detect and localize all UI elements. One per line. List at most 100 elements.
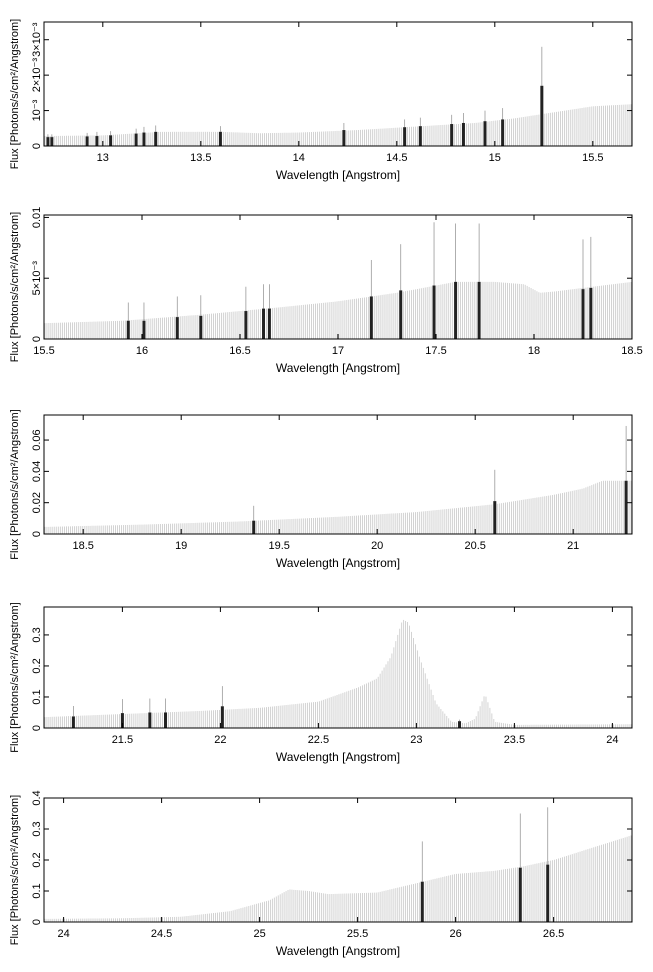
x-axis-label: Wavelength [Angstrom] (276, 168, 400, 182)
line-bar (175, 317, 179, 339)
x-tick-label: 14 (293, 152, 305, 164)
line-bar (120, 713, 124, 728)
line-bar (244, 311, 248, 339)
line-bar (134, 133, 138, 146)
x-tick-label: 15.5 (33, 345, 54, 357)
plot-frame (43, 414, 633, 535)
y-tick-label: 0.4 (31, 790, 43, 805)
x-tick-label: 22.5 (308, 734, 329, 746)
y-tick-label: 0 (31, 725, 43, 731)
line-bar (483, 121, 487, 146)
x-tick-label: 18.5 (621, 345, 642, 357)
line-bar (624, 480, 628, 534)
line-bar (154, 131, 158, 146)
plot-frame (43, 606, 633, 729)
line-bar (420, 881, 424, 922)
plot-frame (43, 214, 633, 340)
x-tick-label: 16 (136, 345, 148, 357)
y-axis-label: Flux [Photons/s/cm²/Angstrom] (9, 19, 21, 169)
x-tick-label: 20 (371, 540, 383, 552)
line-bar (85, 136, 89, 146)
line-bar (142, 132, 146, 146)
x-tick-label: 16.5 (229, 345, 250, 357)
y-tick-label: 0 (31, 143, 43, 149)
x-tick-label: 24 (606, 734, 618, 746)
line-bar (95, 136, 99, 146)
line-bar (403, 127, 407, 146)
x-tick-label: 22 (214, 734, 226, 746)
y-tick-label: 0 (31, 336, 43, 342)
line-bar (342, 130, 346, 146)
y-tick-label: 0.2 (31, 658, 43, 673)
y-tick-label: 0.3 (31, 821, 43, 836)
y-axis-label: Flux [Photons/s/cm²/Angstrom] (9, 409, 21, 559)
plot-frame (43, 21, 633, 147)
line-bar (164, 712, 168, 728)
x-tick-label: 25.5 (347, 928, 368, 940)
line-bar (109, 135, 113, 146)
y-tick-label: 0.01 (31, 207, 43, 228)
y-tick-label: 2×10⁻³ (31, 58, 43, 93)
x-tick-label: 21.5 (112, 734, 133, 746)
x-tick-label: 18.5 (72, 540, 93, 552)
line-bar (589, 287, 593, 339)
x-tick-label: 26 (449, 928, 461, 940)
y-axis-label: Flux [Photons/s/cm²/Angstrom] (9, 602, 21, 752)
line-bar (432, 285, 436, 339)
y-tick-label: 0 (31, 531, 43, 537)
x-axis-label: Wavelength [Angstrom] (276, 556, 400, 570)
y-tick-label: 0.06 (31, 429, 43, 450)
y-tick-label: 0 (31, 919, 43, 925)
y-tick-label: 0.1 (31, 689, 43, 704)
y-axis-label: Flux [Photons/s/cm²/Angstrom] (9, 795, 21, 945)
x-tick-label: 15.5 (582, 152, 603, 164)
line-bar (142, 320, 146, 339)
y-tick-label: 0.2 (31, 852, 43, 867)
line-bar (450, 124, 454, 146)
line-bar (148, 712, 152, 728)
y-tick-label: 0.04 (31, 461, 43, 482)
y-axis-label: Flux [Photons/s/cm²/Angstrom] (9, 212, 21, 362)
chart-panel-3: 18.5 19 19.5 20 20.5 21 0 0.02 0.04 0.06 Wavelengt… (9, 409, 633, 570)
x-tick-label: 23.5 (504, 734, 525, 746)
model-bins (44, 835, 632, 922)
y-tick-label: 10⁻³ (31, 99, 43, 121)
line-bar (267, 308, 271, 339)
y-tick-label: 0.1 (31, 883, 43, 898)
x-tick-label: 24.5 (151, 928, 172, 940)
x-tick-label: 17 (332, 345, 344, 357)
chart-panel-1: 13 13.5 14 14.5 15 15.5 0 10⁻³ 2×10⁻³3×10⁻³ Wavel… (9, 19, 633, 182)
y-tick-label: 0.3 (31, 627, 43, 642)
model-bins (44, 619, 632, 728)
line-bar (418, 126, 422, 146)
y-tick-label: 3×10⁻³ (31, 22, 43, 57)
x-tick-label: 19 (175, 540, 187, 552)
line-bar (477, 281, 481, 339)
chart-panel-2: 15.5 16 16.5 17 17.5 18 18.5 0 5×10⁻³ 0.01 Wavelen… (9, 207, 643, 375)
x-axis-label: Wavelength [Angstrom] (276, 750, 400, 764)
x-tick-label: 13.5 (190, 152, 211, 164)
line-bar (262, 308, 266, 339)
line-bar (71, 716, 75, 728)
chart-panel-4: 21.5 22 22.5 23 23.5 24 0 0.1 0.2 0.3 Wavelength [… (9, 602, 633, 764)
line-bar (199, 315, 203, 339)
x-tick-label: 20.5 (464, 540, 485, 552)
line-bar (252, 520, 256, 534)
line-bar (454, 281, 458, 339)
x-tick-label: 24 (57, 928, 69, 940)
x-tick-label: 19.5 (268, 540, 289, 552)
line-bar (458, 721, 462, 728)
y-tick-label: 0.02 (31, 492, 43, 513)
line-bar (581, 289, 585, 339)
model-bins (44, 480, 632, 534)
x-tick-label: 21 (567, 540, 579, 552)
line-bar (518, 867, 522, 922)
line-bar (126, 320, 130, 339)
x-axis-label: Wavelength [Angstrom] (276, 361, 400, 375)
line-bar (399, 290, 403, 339)
line-bar (493, 501, 497, 534)
x-tick-label: 18 (528, 345, 540, 357)
line-bar (218, 131, 222, 146)
plot-frame (43, 797, 633, 923)
line-bar (540, 85, 544, 146)
